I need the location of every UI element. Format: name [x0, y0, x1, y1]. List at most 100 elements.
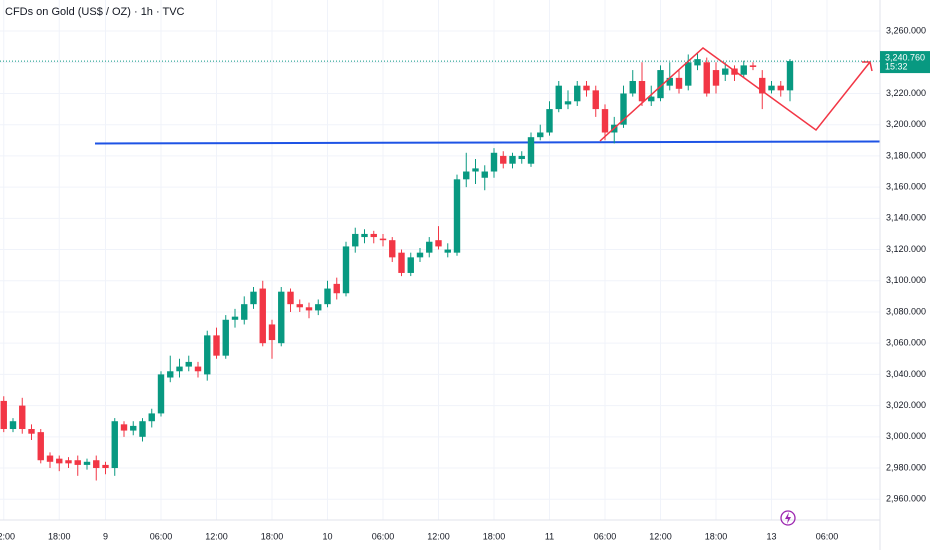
- candle-body: [305, 307, 313, 311]
- x-tick-label: 10: [322, 531, 332, 541]
- candle-body: [648, 96, 655, 102]
- x-tick-label: 12:00: [649, 531, 672, 541]
- candle-body: [435, 240, 442, 247]
- last-price-label: 3,240.760: [885, 52, 925, 62]
- candle-body: [574, 85, 581, 102]
- candle-body: [685, 62, 692, 86]
- candle-body: [426, 241, 433, 253]
- candle-body: [204, 335, 211, 375]
- y-tick-label: 2,960.000: [886, 494, 926, 504]
- candle-body: [703, 62, 710, 94]
- candle-body: [749, 65, 757, 67]
- candle-body: [185, 361, 192, 367]
- candle-body: [361, 233, 368, 238]
- y-tick-label: 2,980.000: [886, 462, 926, 472]
- event-icon: [780, 510, 796, 526]
- candle-body: [231, 316, 239, 320]
- x-tick-label: 11: [545, 531, 554, 541]
- y-tick-label: 3,120.000: [886, 244, 926, 254]
- candle-body: [352, 233, 359, 247]
- x-tick-label: 06:00: [594, 531, 617, 541]
- candle-body: [139, 421, 146, 437]
- candle-body: [102, 464, 109, 469]
- y-tick-label: 3,040.000: [886, 369, 926, 379]
- x-tick-label: 12:00: [205, 531, 228, 541]
- x-tick-label: 12:00: [427, 531, 450, 541]
- candle-body: [241, 304, 248, 320]
- y-tick-label: 3,200.000: [886, 119, 926, 129]
- candle-body: [250, 291, 257, 305]
- candle-body: [472, 168, 479, 172]
- candle-body: [287, 291, 294, 305]
- candle-body: [398, 252, 405, 273]
- candle-body: [93, 460, 100, 469]
- y-tick-label: 3,160.000: [886, 181, 926, 191]
- candle-body: [222, 319, 229, 356]
- candle-body: [407, 257, 414, 273]
- candle-body: [546, 109, 553, 133]
- candle-body: [259, 288, 266, 344]
- projection-arrowhead: [862, 61, 873, 72]
- y-tick-label: 3,100.000: [886, 275, 926, 285]
- candle-body: [657, 70, 664, 99]
- countdown-label: 15:32: [885, 61, 908, 71]
- y-tick-label: 3,180.000: [886, 150, 926, 160]
- candle-body: [37, 432, 44, 461]
- candle-body: [638, 80, 646, 102]
- candle-body: [268, 324, 276, 341]
- candle-body: [675, 77, 683, 89]
- projection-path: [599, 47, 871, 142]
- candle-body: [19, 405, 26, 430]
- y-tick-label: 3,080.000: [886, 306, 926, 316]
- candle-body: [74, 460, 81, 465]
- candle-body: [194, 366, 202, 372]
- candle-body: [601, 109, 609, 133]
- candle-body: [9, 421, 17, 430]
- candle-body: [768, 85, 775, 91]
- candle-body: [555, 85, 562, 110]
- candle-body: [370, 233, 377, 238]
- candle-body: [537, 132, 544, 138]
- candle-body: [65, 460, 72, 464]
- candle-body: [111, 421, 118, 469]
- candle-body: [0, 400, 7, 430]
- candle-body: [444, 249, 451, 253]
- candle-body: [157, 374, 165, 414]
- candle-body: [500, 155, 507, 164]
- candle-body: [213, 335, 220, 356]
- y-tick-label: 3,140.000: [886, 213, 926, 223]
- candle-body: [694, 59, 701, 66]
- candle-body: [324, 288, 331, 305]
- candle-body: [333, 283, 340, 294]
- candle-body: [481, 171, 488, 178]
- candle-body: [83, 461, 91, 465]
- candle-body: [46, 455, 54, 462]
- candle-body: [786, 61, 794, 91]
- candle-body: [296, 304, 303, 308]
- y-tick-label: 3,260.000: [886, 25, 926, 35]
- x-tick-label: 9: [103, 531, 108, 541]
- x-tick-label: 18:00: [261, 531, 284, 541]
- candle-body: [453, 179, 461, 253]
- x-tick-label: 06:00: [816, 531, 839, 541]
- candle-body: [315, 304, 322, 311]
- candle-body: [666, 77, 673, 86]
- candle-body: [620, 93, 627, 125]
- candle-body: [564, 101, 572, 105]
- candle-body: [712, 70, 720, 86]
- x-tick-label: 06:00: [372, 531, 395, 541]
- candle-body: [28, 429, 35, 434]
- x-tick-label: 18:00: [705, 531, 728, 541]
- candle-body: [518, 155, 525, 160]
- candle-body: [722, 68, 729, 75]
- candle-body: [176, 366, 183, 372]
- candle-body: [379, 238, 387, 241]
- candle-body: [342, 246, 350, 294]
- candle-body: [777, 85, 784, 91]
- support-line: [94, 140, 881, 145]
- candle-body: [463, 171, 470, 180]
- x-tick-label: 12:00: [0, 531, 15, 541]
- y-tick-label: 3,220.000: [886, 88, 926, 98]
- candle-body: [629, 80, 636, 94]
